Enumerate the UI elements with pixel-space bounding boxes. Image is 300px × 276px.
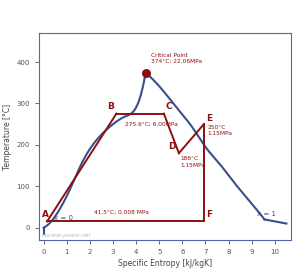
Text: 186°C
1.15MPa: 186°C 1.15MPa — [181, 156, 206, 168]
Text: F: F — [206, 209, 212, 219]
Text: 275.6°C; 6.00MPa: 275.6°C; 6.00MPa — [124, 122, 177, 127]
Text: Critical Point
374°C; 22.06MPa: Critical Point 374°C; 22.06MPa — [152, 52, 202, 64]
Text: nuclear-power.net: nuclear-power.net — [41, 233, 91, 238]
Text: C: C — [166, 102, 172, 112]
Text: A: A — [42, 209, 50, 219]
Point — [143, 71, 148, 75]
Text: x = 0: x = 0 — [54, 215, 73, 221]
X-axis label: Specific Entropy [kJ/kgK]: Specific Entropy [kJ/kgK] — [118, 259, 212, 268]
Text: D: D — [169, 142, 176, 151]
Text: 250°C
1.15MPa: 250°C 1.15MPa — [207, 125, 232, 136]
Text: x = 1: x = 1 — [257, 211, 277, 217]
Y-axis label: Temperature [°C]: Temperature [°C] — [3, 104, 12, 170]
Text: E: E — [206, 114, 212, 123]
Text: 41.5°C; 0.008 MPa: 41.5°C; 0.008 MPa — [94, 209, 149, 214]
Text: B: B — [107, 102, 114, 112]
